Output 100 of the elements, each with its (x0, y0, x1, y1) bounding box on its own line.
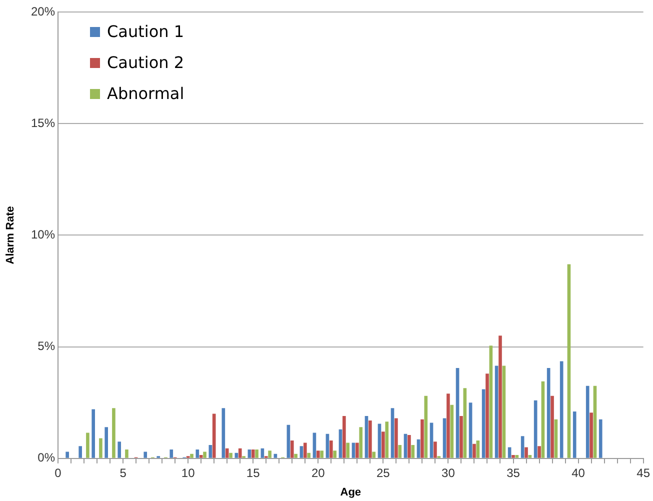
x-tick-label: 30 (442, 466, 456, 480)
bar (482, 389, 486, 458)
bar (468, 402, 472, 458)
bar (92, 409, 95, 458)
bar (502, 366, 506, 458)
bar (255, 449, 258, 458)
bar (494, 366, 498, 458)
bar (486, 374, 489, 458)
bar (364, 416, 368, 458)
bar (572, 412, 576, 458)
bar (286, 424, 290, 458)
bar (567, 264, 571, 458)
bar (411, 445, 415, 458)
bar (378, 424, 382, 458)
bar (199, 455, 203, 458)
x-tick-label: 5 (120, 466, 127, 480)
x-tick-label: 20 (311, 466, 326, 480)
x-tick-label: 10 (181, 466, 196, 480)
bar (203, 452, 206, 458)
bar (394, 418, 398, 458)
bar (472, 444, 476, 458)
bar (212, 414, 216, 458)
bar (515, 455, 519, 458)
bar (229, 452, 232, 458)
bar (512, 455, 515, 458)
bar (326, 434, 330, 458)
bar (356, 442, 359, 458)
bar (342, 416, 346, 458)
legend-label: Caution 2 (107, 53, 184, 72)
bar (268, 450, 272, 458)
bar (590, 412, 593, 458)
bar (312, 432, 316, 458)
bar (225, 448, 229, 458)
bar (434, 442, 437, 458)
bar (307, 452, 310, 458)
bar (424, 396, 428, 458)
x-tick-label: 15 (246, 466, 260, 480)
bar (251, 449, 255, 458)
bar (248, 449, 252, 458)
bar (528, 455, 532, 458)
bar (320, 450, 324, 458)
x-tick-label: 25 (376, 466, 390, 480)
bar (586, 386, 590, 458)
bar (260, 448, 264, 458)
bar (359, 427, 363, 458)
bar (208, 445, 212, 458)
bar (450, 404, 454, 458)
bar (118, 442, 122, 458)
bar (560, 361, 564, 458)
bar (520, 436, 524, 458)
bar (442, 418, 446, 458)
bar (190, 454, 194, 458)
bar (546, 368, 550, 458)
y-tick-label: 0% (38, 450, 56, 465)
bar (524, 447, 528, 458)
bar (294, 454, 298, 458)
y-tick-label: 20% (30, 4, 56, 18)
bar (404, 434, 408, 458)
bar (329, 440, 333, 458)
bar (144, 452, 148, 458)
bar (222, 408, 226, 458)
bar (598, 419, 602, 458)
bar (78, 446, 82, 458)
bar (554, 419, 558, 458)
bar (390, 408, 394, 458)
bar (112, 408, 116, 458)
bar (408, 434, 411, 458)
bar (398, 445, 402, 458)
bar (460, 416, 463, 458)
bar (99, 438, 102, 458)
bar (352, 442, 356, 458)
bar (382, 432, 385, 458)
y-tick-label: 15% (30, 116, 56, 130)
x-tick-label: 40 (572, 466, 586, 480)
y-axis-title: Alarm Rate (4, 206, 17, 264)
y-tick-label: 10% (30, 228, 56, 242)
bar (338, 429, 342, 458)
x-tick-label: 35 (506, 466, 520, 480)
bar (333, 450, 336, 458)
bar (170, 449, 174, 458)
x-axis-title: Age (340, 486, 362, 498)
bar (234, 452, 238, 458)
bar (420, 419, 424, 458)
bar (385, 422, 389, 458)
bar (508, 447, 512, 458)
bar (86, 432, 90, 458)
bar (66, 452, 69, 458)
bar (274, 454, 278, 458)
bar (456, 368, 460, 458)
bar (541, 381, 545, 458)
x-tick-label: 0 (54, 466, 62, 480)
bar (346, 442, 350, 458)
bar (300, 446, 304, 458)
bar (316, 450, 320, 458)
bar (104, 427, 108, 458)
bar (489, 346, 493, 458)
bar (476, 440, 480, 458)
bar (593, 386, 597, 458)
legend-label: Caution 1 (107, 22, 184, 41)
bar (303, 442, 307, 458)
